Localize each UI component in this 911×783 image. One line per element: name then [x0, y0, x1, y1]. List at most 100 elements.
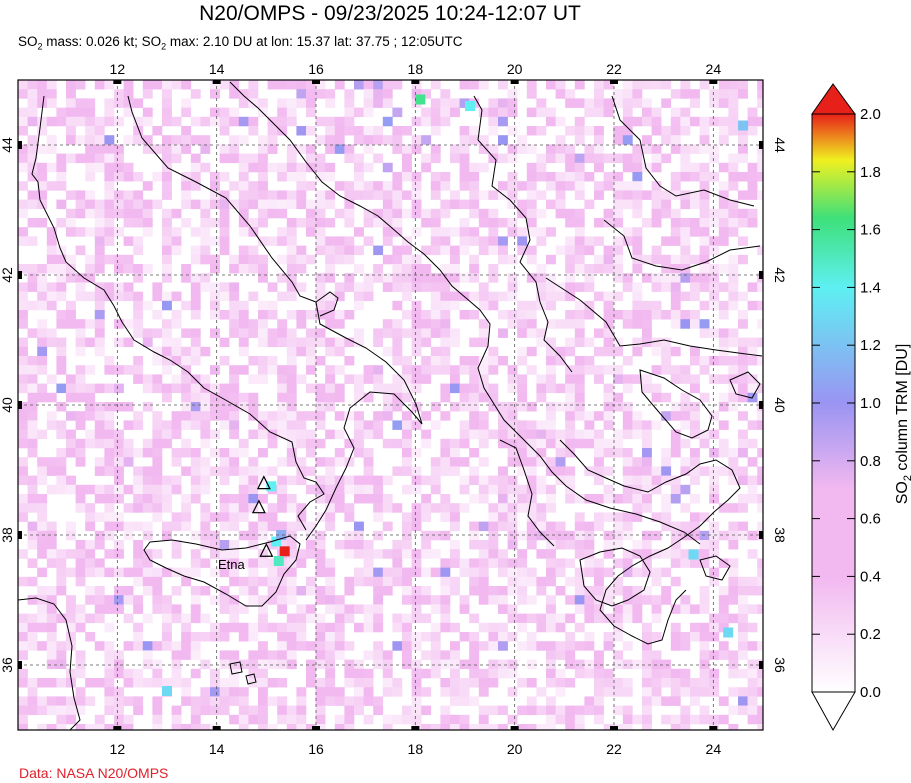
so2-pixel: [37, 346, 48, 357]
so2-pixel: [162, 135, 172, 145]
so2-pixel: [94, 613, 105, 624]
so2-pixel: [133, 494, 144, 504]
so2-pixel: [363, 475, 374, 486]
so2-pixel: [699, 356, 710, 366]
so2-pixel: [459, 218, 470, 228]
so2-pixel: [315, 650, 326, 660]
so2-pixel: [56, 172, 67, 182]
so2-pixel: [162, 678, 172, 688]
so2-pixel: [18, 227, 28, 237]
so2-pixel: [267, 80, 278, 90]
so2-pixel: [757, 300, 763, 311]
so2-pixel: [258, 190, 268, 200]
so2-pixel: [344, 457, 355, 467]
so2-pixel: [440, 392, 451, 403]
so2-pixel: [37, 475, 48, 486]
so2-pixel: [18, 420, 28, 430]
so2-pixel: [430, 466, 441, 476]
so2-pixel: [507, 420, 518, 430]
so2-pixel: [56, 107, 67, 118]
so2-pixel: [651, 696, 662, 706]
so2-pixel: [181, 724, 192, 730]
so2-pixel: [565, 411, 576, 421]
so2-pixel: [594, 705, 604, 716]
tick-mark-top: [610, 80, 618, 84]
so2-pixel: [181, 512, 192, 522]
so2-pixel: [546, 622, 556, 633]
so2-pixel: [334, 236, 345, 246]
so2-pixel: [306, 356, 316, 366]
so2-pixel: [219, 383, 230, 394]
so2-pixel: [411, 641, 422, 651]
colorbar-tick-label: 1.8: [860, 164, 881, 181]
so2-pixel: [718, 300, 729, 311]
so2-pixel: [344, 696, 355, 706]
so2-pixel: [478, 190, 489, 200]
so2-pixel: [354, 549, 364, 559]
so2-pixel: [469, 254, 480, 265]
so2-pixel: [757, 190, 763, 200]
so2-pixel: [498, 438, 508, 449]
so2-pixel: [267, 126, 278, 136]
so2-pixel: [219, 107, 230, 118]
so2-pixel: [440, 310, 451, 320]
so2-pixel: [574, 641, 585, 651]
so2-pixel: [27, 696, 38, 706]
so2-pixel: [325, 484, 336, 495]
so2-mass-text: mass: 0.026 kt; SO: [42, 34, 162, 49]
so2-pixel: [363, 80, 374, 90]
so2-pixel: [574, 567, 585, 578]
so2-pixel: [94, 153, 105, 164]
so2-pixel: [123, 484, 134, 495]
so2-pixel: [296, 724, 307, 730]
so2-pixel: [411, 135, 422, 145]
so2-pixel: [632, 604, 643, 614]
so2-pixel: [459, 402, 470, 412]
so2-pixel: [373, 181, 384, 191]
colorbar-max-arrow: [811, 83, 856, 115]
so2-pixel: [690, 521, 700, 532]
so2-pixel: [661, 356, 672, 366]
so2-pixel-high: [465, 101, 475, 111]
so2-pixel-high: [279, 546, 290, 557]
so2-pixel: [325, 236, 336, 246]
so2-pixel: [411, 181, 422, 191]
so2-pixel: [238, 392, 249, 403]
so2-pixel: [632, 181, 643, 191]
so2-pixel: [498, 549, 508, 559]
so2-pixel: [344, 218, 355, 228]
so2-pixel: [152, 475, 163, 486]
so2-pixel: [632, 144, 643, 154]
so2-pixel: [450, 696, 460, 706]
so2-pixel: [190, 696, 201, 706]
so2-pixel: [469, 632, 480, 642]
so2-pixel: [536, 448, 547, 458]
so2-pixel: [718, 346, 729, 357]
so2-pixel: [546, 319, 556, 329]
so2-pixel: [392, 613, 403, 624]
so2-pixel: [718, 466, 729, 476]
so2-pixel: [382, 494, 393, 504]
so2-pixel: [66, 622, 76, 633]
tick-mark-top: [510, 80, 519, 84]
so2-pixel: [123, 291, 134, 302]
colorbar-label: SO2 column TRM [DU]: [894, 344, 911, 505]
so2-pixel: [133, 199, 144, 210]
so2-pixel: [738, 218, 748, 228]
so2-pixel: [411, 705, 422, 716]
so2-pixel: [546, 116, 556, 127]
colorbar-min-arrow: [811, 691, 856, 732]
so2-pixel: [680, 678, 691, 688]
so2-pixel: [334, 181, 345, 191]
so2-pixel: [238, 466, 249, 476]
so2-pixel: [584, 107, 595, 118]
so2-pixel: [325, 98, 336, 108]
so2-pixel: [248, 540, 259, 550]
so2-pixel: [94, 328, 105, 338]
so2-pixel: [411, 328, 422, 338]
so2-pixel: [373, 153, 384, 164]
so2-pixel: [94, 245, 105, 256]
so2-pixel: [229, 80, 240, 90]
so2-pixel: [37, 181, 48, 191]
so2-pixel: [229, 429, 240, 440]
